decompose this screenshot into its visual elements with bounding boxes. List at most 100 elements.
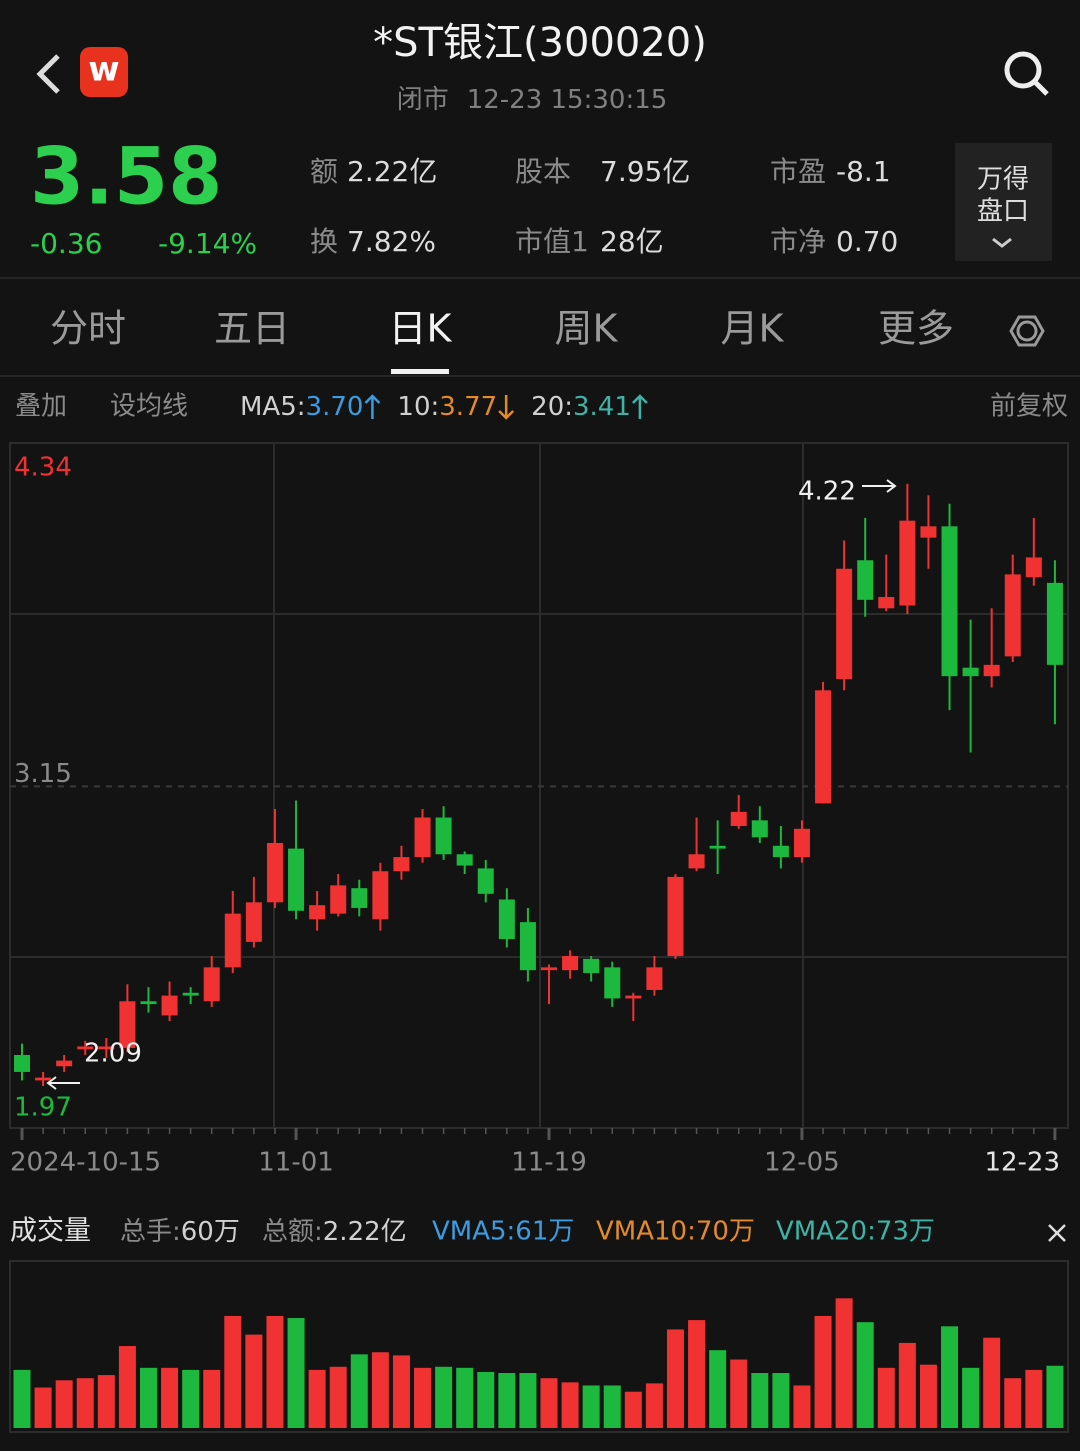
back-button[interactable] xyxy=(36,54,60,94)
search-icon-handle xyxy=(1033,80,1049,96)
stat-label: 市净 xyxy=(770,225,826,258)
volume-bar xyxy=(203,1369,221,1428)
low-annotation: 2.09 xyxy=(84,1039,142,1069)
settings-icon[interactable] xyxy=(1016,320,1038,342)
candle-body xyxy=(266,842,283,903)
volume-frame xyxy=(9,1260,1069,1433)
candle-body xyxy=(772,845,789,858)
candle-body xyxy=(730,811,747,826)
volume-bar xyxy=(519,1373,537,1428)
candle-body xyxy=(751,820,768,838)
volume-bar xyxy=(34,1387,52,1428)
candle-body xyxy=(498,899,515,940)
volume-bar xyxy=(603,1385,621,1428)
volume-bar xyxy=(245,1334,263,1428)
stat-label: 换 xyxy=(310,225,338,258)
volume-bar xyxy=(941,1326,959,1428)
candle-body xyxy=(351,888,368,908)
volume-bar xyxy=(435,1366,453,1428)
volume-bar xyxy=(161,1367,179,1428)
toolbar-item[interactable]: 叠加 xyxy=(15,392,67,422)
tab[interactable]: 分时 xyxy=(50,307,126,351)
candle-body xyxy=(203,967,220,1002)
search-icon[interactable] xyxy=(1004,51,1042,89)
candle-body xyxy=(836,568,853,679)
order-book-label: 盘口 xyxy=(977,197,1029,227)
market-status: 闭市 xyxy=(397,85,449,115)
ma-label: 10: xyxy=(397,392,439,422)
price: 3.58 xyxy=(30,132,222,222)
candle-body xyxy=(161,995,178,1016)
vma-indicator: VMA20:73万 xyxy=(776,1217,935,1247)
volume-bar xyxy=(983,1337,1001,1428)
trend-arrow xyxy=(364,394,381,419)
y-tick-label: 3.15 xyxy=(14,759,72,789)
tab[interactable]: 周K xyxy=(555,307,619,351)
subtitle: 闭市 12-23 15:30:15 xyxy=(397,85,668,115)
candle-body xyxy=(224,913,241,968)
volume-bar xyxy=(139,1367,157,1428)
candle-body xyxy=(646,967,663,990)
ma-label: MA5: xyxy=(240,392,306,422)
ma-indicator: 10:3.77 xyxy=(397,392,497,422)
volume-bar xyxy=(688,1320,706,1428)
high-annotation: 4.22 xyxy=(798,476,856,506)
volume-bar xyxy=(751,1373,769,1428)
volume-bar xyxy=(118,1346,136,1428)
candle-body xyxy=(688,854,705,869)
volume-bar xyxy=(962,1367,980,1428)
candle-body xyxy=(330,885,347,914)
candle-body xyxy=(541,967,557,971)
stat-value: 7.82% xyxy=(347,225,436,258)
stat-label: 股本 xyxy=(515,155,571,188)
volume-bar xyxy=(13,1369,31,1428)
candle-body xyxy=(309,905,326,920)
stat-value: 2.22亿 xyxy=(347,155,437,188)
vma-indicator: VMA5:61万 xyxy=(432,1217,574,1247)
tab[interactable]: 日K xyxy=(389,307,453,351)
candle-body xyxy=(941,526,958,677)
tab[interactable]: 五日 xyxy=(214,307,290,351)
candle-body xyxy=(14,1054,30,1072)
candle-body xyxy=(583,958,600,973)
ma-indicator: MA5:3.70 xyxy=(240,392,363,422)
stat-label: 市盈 xyxy=(770,155,826,188)
logo-letter: w xyxy=(88,50,119,90)
candle-body xyxy=(920,526,937,538)
volume-bar xyxy=(561,1382,579,1428)
candle-body xyxy=(667,876,684,957)
candle-body xyxy=(393,857,410,872)
volume-bar xyxy=(76,1378,94,1428)
candle-body xyxy=(119,1001,136,1048)
volume-bar xyxy=(624,1391,642,1428)
order-book-label: 万得 xyxy=(977,165,1029,195)
volume-bar xyxy=(477,1371,495,1428)
candle-body xyxy=(793,828,810,858)
ma-value: 3.70 xyxy=(306,392,364,422)
candle-body xyxy=(1025,557,1042,578)
volume-bar xyxy=(540,1378,558,1428)
candle-body xyxy=(372,871,389,920)
toolbar-item[interactable]: 前复权 xyxy=(990,392,1068,422)
candle-body xyxy=(962,667,979,677)
candle-body xyxy=(477,868,494,894)
toolbar-item[interactable]: 设均线 xyxy=(110,392,188,422)
x-tick-label: 11-01 xyxy=(258,1148,334,1178)
trend-arrow xyxy=(632,394,648,419)
volume-bar xyxy=(371,1352,389,1428)
volume-bar xyxy=(308,1369,326,1428)
volume-bar xyxy=(814,1315,832,1428)
change: -0.36 xyxy=(30,227,102,260)
order-book-button[interactable] xyxy=(955,143,1052,261)
tab[interactable]: 更多 xyxy=(878,307,954,351)
volume-stat: 总手:60万 xyxy=(120,1217,240,1247)
volume-bar xyxy=(350,1354,368,1428)
tab-indicator xyxy=(391,369,449,374)
volume-bar xyxy=(498,1373,516,1428)
tab[interactable]: 月K xyxy=(721,307,785,351)
candle-body xyxy=(435,817,452,855)
candle-body xyxy=(1046,582,1063,665)
candle-body xyxy=(815,690,832,804)
